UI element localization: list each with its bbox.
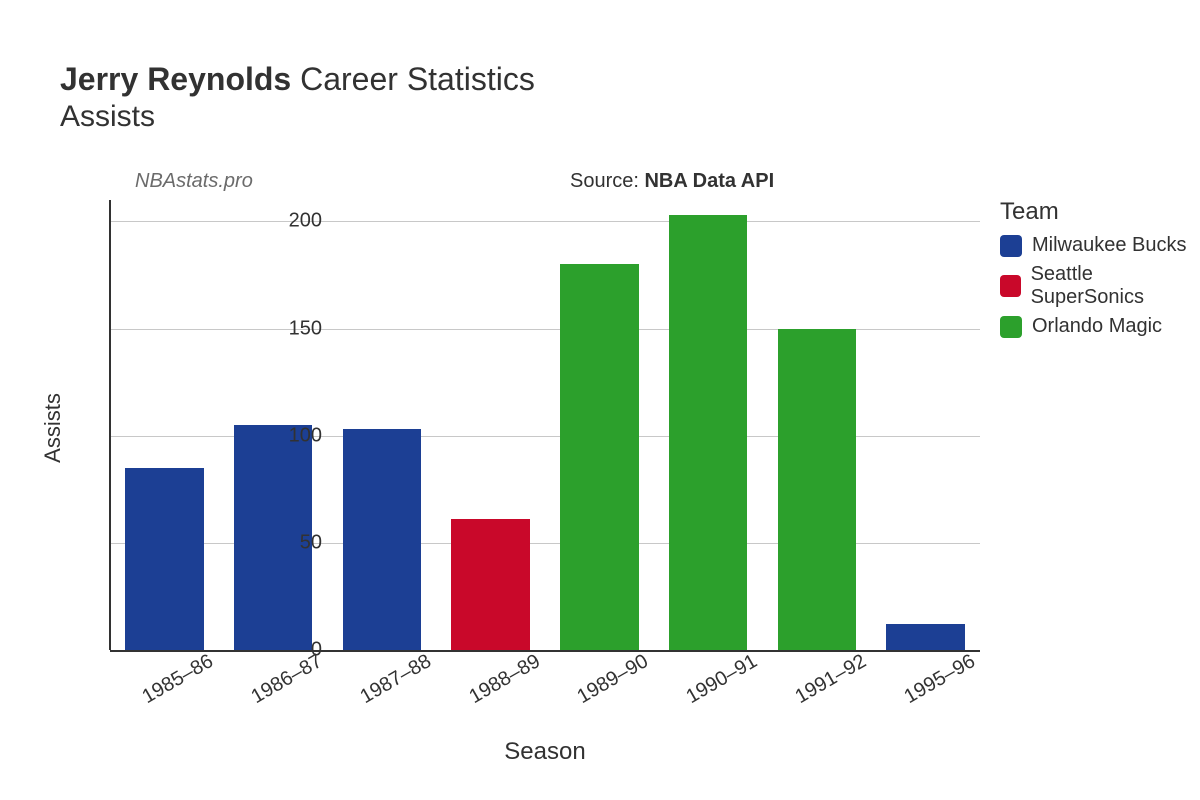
y-tick-label: 200 bbox=[262, 210, 322, 233]
plot-area bbox=[110, 200, 980, 650]
bar bbox=[451, 519, 529, 650]
bar bbox=[560, 264, 638, 650]
source-prefix: Source: bbox=[570, 170, 644, 192]
y-tick-label: 50 bbox=[262, 531, 322, 554]
x-tick-label: 1991–92 bbox=[791, 650, 870, 709]
legend-swatch bbox=[1000, 275, 1021, 297]
source-label: Source: NBA Data API bbox=[570, 170, 774, 193]
legend-swatch bbox=[1000, 316, 1022, 338]
x-tick-label: 1995–96 bbox=[900, 650, 979, 709]
bar bbox=[778, 329, 856, 650]
x-tick-label: 1985–86 bbox=[139, 650, 218, 709]
figure: Jerry Reynolds Career Statistics Assists… bbox=[0, 0, 1200, 800]
y-axis-line bbox=[109, 200, 111, 650]
legend-item: Orlando Magic bbox=[1000, 315, 1200, 338]
bar bbox=[343, 429, 421, 650]
y-tick-label: 150 bbox=[262, 317, 322, 340]
legend-item: Milwaukee Bucks bbox=[1000, 234, 1200, 257]
legend-label: Milwaukee Bucks bbox=[1032, 234, 1187, 257]
y-axis-title: Assists bbox=[40, 393, 66, 463]
player-name: Jerry Reynolds bbox=[60, 61, 291, 97]
x-tick-label: 1989–90 bbox=[574, 650, 653, 709]
chart-title-block: Jerry Reynolds Career Statistics Assists bbox=[60, 60, 535, 134]
x-axis-title: Season bbox=[504, 738, 585, 766]
legend: Team Milwaukee Bucks Seattle SuperSonics O… bbox=[1000, 198, 1200, 344]
x-tick-label: 1987–88 bbox=[356, 650, 435, 709]
chart-title-line1: Jerry Reynolds Career Statistics bbox=[60, 60, 535, 98]
bar bbox=[125, 468, 203, 650]
chart-title-metric: Assists bbox=[60, 100, 535, 134]
title-suffix: Career Statistics bbox=[300, 61, 535, 97]
x-tick-label: 1988–89 bbox=[465, 650, 544, 709]
gridline bbox=[110, 221, 980, 222]
source-name: NBA Data API bbox=[644, 170, 774, 192]
bar bbox=[669, 215, 747, 650]
watermark-text: NBAstats.pro bbox=[135, 170, 253, 193]
y-tick-label: 100 bbox=[262, 424, 322, 447]
x-axis-line bbox=[110, 650, 980, 652]
x-tick-label: 1990–91 bbox=[683, 650, 762, 709]
legend-title: Team bbox=[1000, 198, 1200, 226]
legend-swatch bbox=[1000, 235, 1022, 257]
legend-label: Seattle SuperSonics bbox=[1031, 263, 1200, 309]
legend-item: Seattle SuperSonics bbox=[1000, 263, 1200, 309]
bar bbox=[886, 624, 964, 650]
legend-label: Orlando Magic bbox=[1032, 315, 1162, 338]
